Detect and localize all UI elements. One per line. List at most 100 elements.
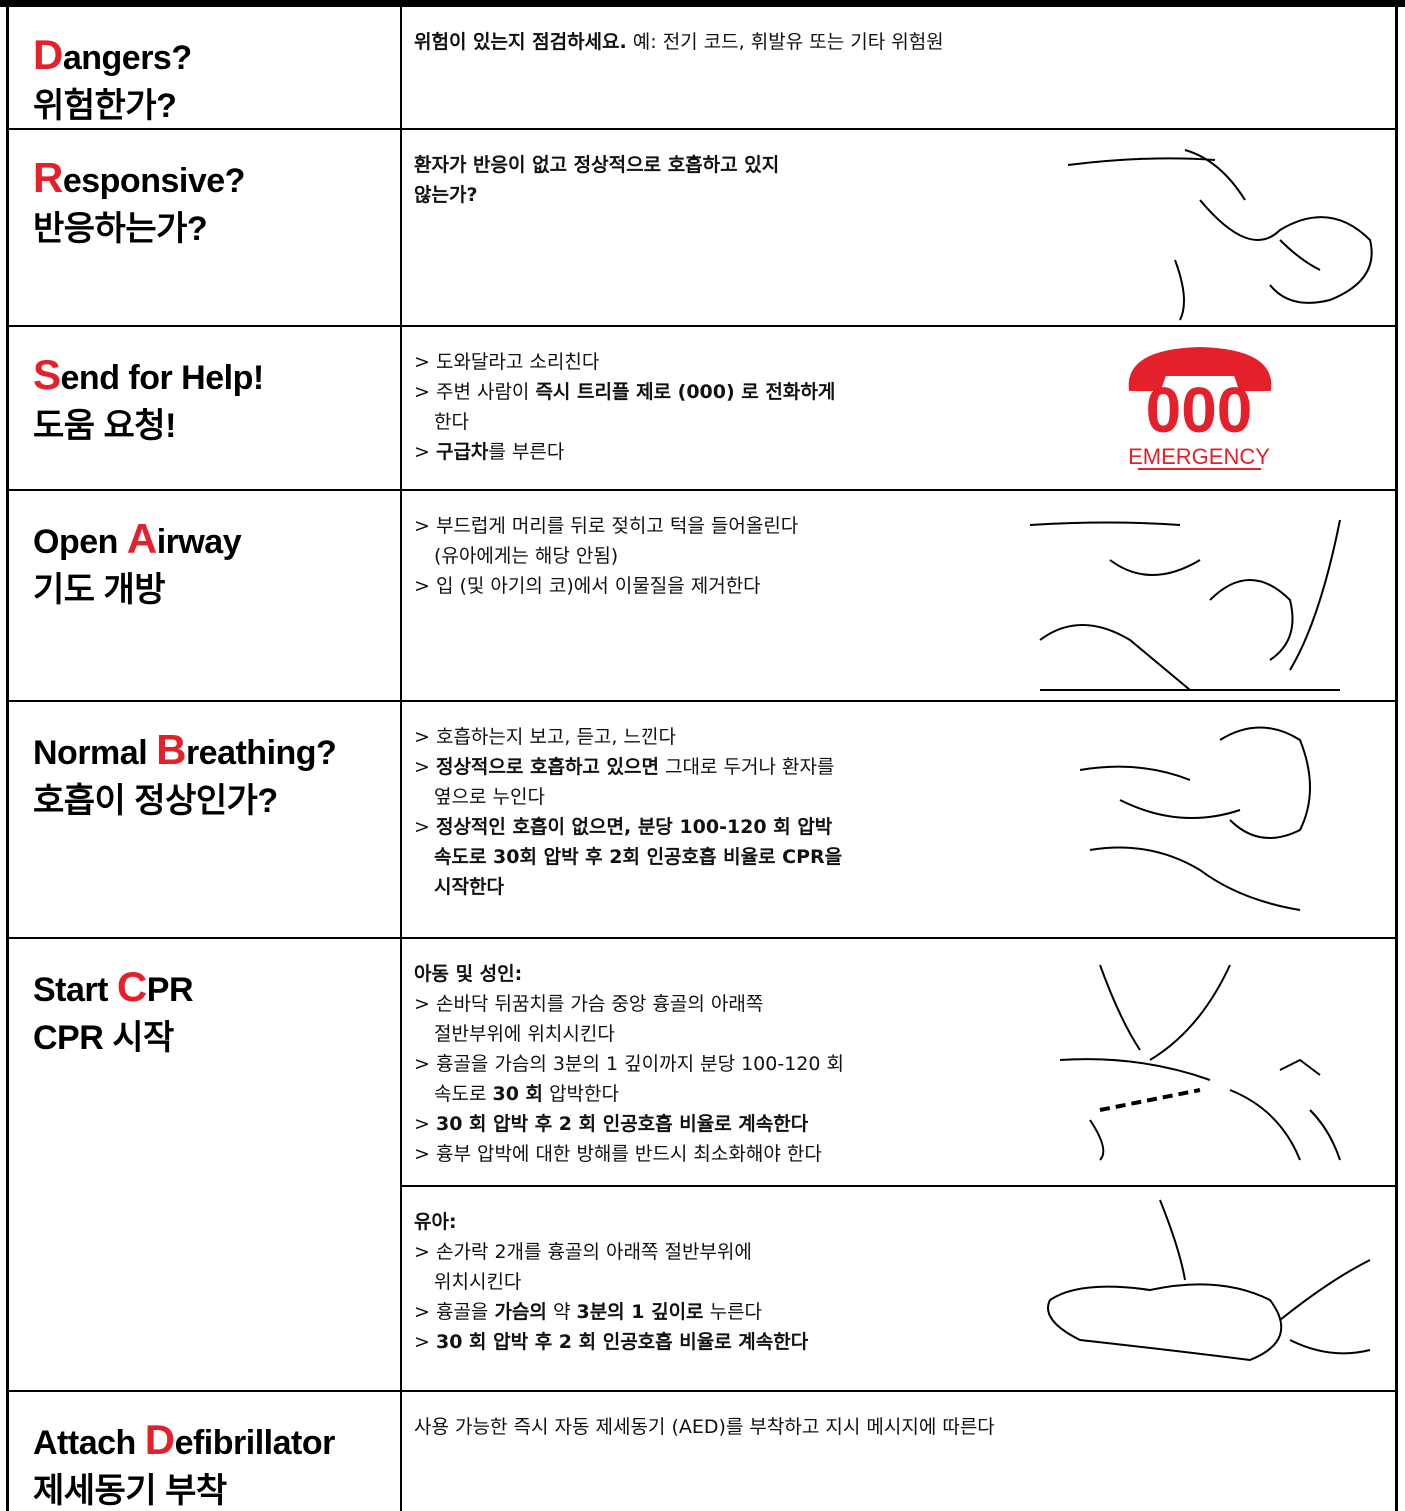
step-title: Send for Help! [33, 351, 400, 402]
text: (유아에게는 해당 안됨) [434, 545, 619, 567]
text: > 흉부 압박에 대한 방해를 반드시 최소화해야 한다 [414, 1143, 822, 1165]
step-title-cell: Open Airway 기도 개방 [9, 489, 402, 700]
content-line: > 손바닥 뒤꿈치를 가슴 중앙 흉골의 아래쪽 [414, 989, 1395, 1019]
content-line: 유아: [414, 1207, 1395, 1237]
step-title-cell: Normal Breathing? 호흡이 정상인가? [9, 700, 402, 937]
text: > [414, 1331, 436, 1353]
title-initial: B [156, 726, 186, 773]
content-line: 환자가 반응이 없고 정상적으로 호흡하고 있지 [414, 150, 1395, 180]
text: 옆으로 누인다 [434, 786, 545, 808]
bold-text: 속도로 30회 압박 후 2회 인공호흡 비율로 CPR을 [434, 846, 843, 868]
step-subtitle: 제세동기 부착 [33, 1472, 227, 1510]
bold-text: 시작한다 [434, 876, 504, 898]
content-line: 사용 가능한 즉시 자동 제세동기 (AED)를 부착하고 지시 메시지에 따른… [414, 1412, 1395, 1442]
bold-text: 않는가? [414, 184, 478, 206]
step-title-cell: Start CPR CPR 시작 [9, 937, 402, 1390]
text: > [414, 1113, 436, 1135]
text: 누른다 [703, 1301, 763, 1323]
title-initial: R [33, 154, 63, 201]
bold-text: 30 회 압박 후 2 회 인공호흡 비율로 계속한다 [435, 1113, 809, 1135]
title-text: efibrillator [174, 1424, 336, 1462]
content-line: > 30 회 압박 후 2 회 인공호흡 비율로 계속한다 [414, 1327, 1395, 1357]
bold-text: 정상적으로 호흡하고 있으면 [435, 756, 659, 778]
step-title: Start CPR [33, 963, 400, 1014]
text: > [414, 441, 436, 463]
text: > 흉골을 가슴의 3분의 1 깊이까지 분당 100-120 회 [414, 1053, 845, 1075]
content-line: > 30 회 압박 후 2 회 인공호흡 비율로 계속한다 [414, 1109, 1395, 1139]
step-content-cell: > 도와달라고 소리친다 > 주변 사람이 즉시 트리플 제로 (000) 로 전… [402, 325, 1395, 489]
step-content-cell: 아동 및 성인: > 손바닥 뒤꿈치를 가슴 중앙 흉골의 아래쪽 절반부위에 위치… [402, 937, 1395, 1185]
step-content-cell: 사용 가능한 즉시 자동 제세동기 (AED)를 부착하고 지시 메시지에 따른… [402, 1390, 1395, 1511]
bold-text: 3분의 1 깊이로 [576, 1301, 704, 1323]
content-line: 위치시킨다 [414, 1267, 1395, 1297]
step-subtitle: 반응하는가? [33, 210, 208, 248]
title-initial: C [116, 963, 147, 1010]
content-line: 절반부위에 위치시킨다 [414, 1019, 1395, 1049]
text: 를 부른다 [488, 441, 565, 463]
step-title: Responsive? [33, 154, 400, 205]
content-line: > 흉골을 가슴의 약 3분의 1 깊이로 누른다 [414, 1297, 1395, 1327]
step-content-cell: 위험이 있는지 점검하세요. 예: 전기 코드, 휘발유 또는 기타 위험원 [402, 7, 1395, 128]
text: > 입 (및 아기의 코)에서 이물질을 제거한다 [414, 575, 761, 597]
step-subtitle: 기도 개방 [33, 571, 166, 609]
bold-text: 정상적인 호흡이 없으면, 분당 100-120 회 압박 [435, 816, 833, 838]
text: 압박한다 [543, 1083, 619, 1105]
content-line: > 정상적으로 호흡하고 있으면 그대로 두거나 환자를 [414, 752, 1395, 782]
content-line: 위험이 있는지 점검하세요. 예: 전기 코드, 휘발유 또는 기타 위험원 [414, 27, 1395, 57]
text: 그대로 두거나 환자를 [658, 756, 835, 778]
text: > [414, 816, 436, 838]
step-subtitle: 도움 요청! [33, 407, 176, 445]
title-initial: D [33, 31, 63, 78]
step-subtitle: 위험한가? [33, 87, 177, 125]
content-line: > 부드럽게 머리를 뒤로 젖히고 턱을 들어올린다 [414, 511, 1395, 541]
text: > 주변 사람이 [414, 381, 536, 403]
step-title-cell: Responsive? 반응하는가? [9, 128, 402, 325]
left-border [6, 0, 9, 1511]
title-text: Attach [33, 1424, 145, 1462]
text: > 흉골을 [414, 1301, 495, 1323]
text: 사용 가능한 즉시 자동 제세동기 (AED)를 부착하고 지시 메시지에 따른… [414, 1416, 995, 1438]
content-line: > 손가락 2개를 흉골의 아래쪽 절반부위에 [414, 1237, 1395, 1267]
text: > 부드럽게 머리를 뒤로 젖히고 턱을 들어올린다 [414, 515, 799, 537]
step-content-cell: > 부드럽게 머리를 뒤로 젖히고 턱을 들어올린다 (유아에게는 해당 안됨) >… [402, 489, 1395, 700]
title-text: esponsive? [62, 162, 246, 200]
top-border [0, 0, 1405, 7]
content-line: > 정상적인 호흡이 없으면, 분당 100-120 회 압박 [414, 812, 1395, 842]
content-line: > 도와달라고 소리친다 [414, 347, 1395, 377]
step-title: Attach Defibrillator [33, 1416, 400, 1467]
step-title-cell: Send for Help! 도움 요청! [9, 325, 402, 489]
step-title-cell: Dangers? 위험한가? [9, 7, 402, 128]
content-line: > 주변 사람이 즉시 트리플 제로 (000) 로 전화하게 [414, 377, 1395, 407]
text: 위치시킨다 [434, 1271, 522, 1293]
content-line: 시작한다 [414, 872, 1395, 902]
title-text: irway [156, 523, 242, 561]
content-line: > 입 (및 아기의 코)에서 이물질을 제거한다 [414, 571, 1395, 601]
step-title: Dangers? [33, 31, 400, 82]
bold-text: 유아: [414, 1211, 457, 1233]
content-line: 않는가? [414, 180, 1395, 210]
step-subtitle: CPR 시작 [33, 1019, 174, 1057]
text: > 도와달라고 소리친다 [414, 351, 600, 373]
text: 한다 [434, 411, 469, 433]
title-text: angers? [62, 39, 192, 77]
text: 약 [546, 1301, 577, 1323]
content-line: 속도로 30회 압박 후 2회 인공호흡 비율로 CPR을 [414, 842, 1395, 872]
bold-text: 즉시 트리플 제로 (000) 로 전화하게 [535, 381, 836, 403]
bold-text: 30 회 압박 후 2 회 인공호흡 비율로 계속한다 [435, 1331, 809, 1353]
text: > [414, 756, 436, 778]
content-line: 옆으로 누인다 [414, 782, 1395, 812]
right-border [1395, 0, 1398, 1511]
content-line: > 호흡하는지 보고, 듣고, 느낀다 [414, 722, 1395, 752]
title-text: Normal [33, 734, 157, 772]
text: 예: 전기 코드, 휘발유 또는 기타 위험원 [626, 31, 944, 53]
bold-text: 구급차 [435, 441, 489, 463]
bold-text: 30 회 [492, 1083, 544, 1105]
bold-text: 위험이 있는지 점검하세요. [414, 31, 627, 53]
bold-text: 가슴의 [494, 1301, 547, 1323]
step-subtitle: 호흡이 정상인가? [33, 782, 278, 820]
step-title-cell: Attach Defibrillator 제세동기 부착 [9, 1390, 402, 1511]
bold-text: 환자가 반응이 없고 정상적으로 호흡하고 있지 [414, 154, 780, 176]
